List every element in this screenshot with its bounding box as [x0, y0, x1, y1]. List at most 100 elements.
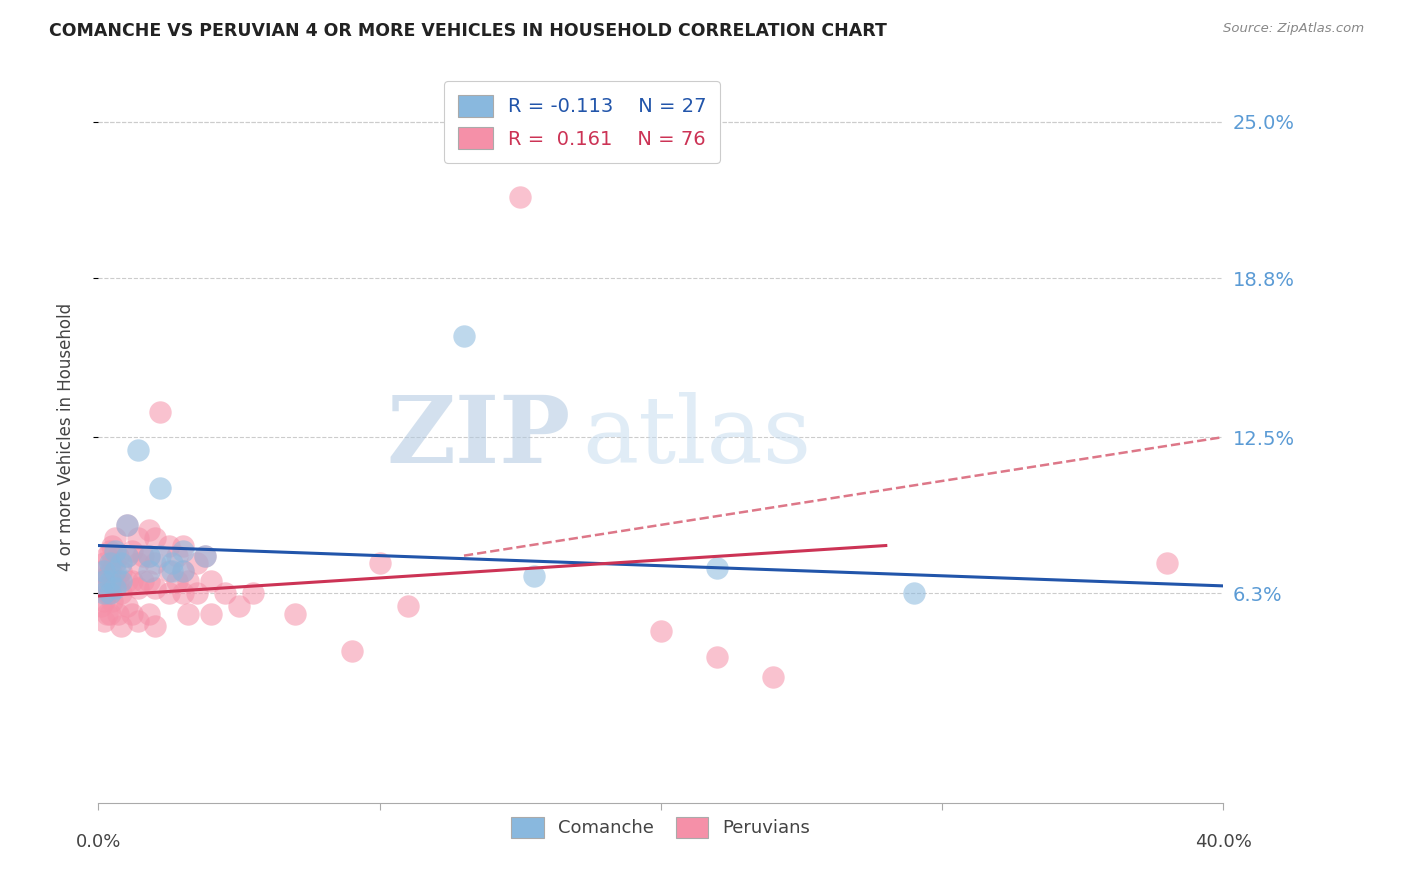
Point — [101, 574, 124, 588]
Text: COMANCHE VS PERUVIAN 4 OR MORE VEHICLES IN HOUSEHOLD CORRELATION CHART: COMANCHE VS PERUVIAN 4 OR MORE VEHICLES … — [49, 22, 887, 40]
Point — [104, 556, 127, 570]
Point — [104, 531, 127, 545]
Point — [127, 556, 149, 570]
Text: 0.0%: 0.0% — [76, 833, 121, 851]
Point — [157, 539, 180, 553]
Point — [200, 574, 222, 588]
Point — [396, 599, 419, 613]
Point — [98, 574, 121, 588]
Point — [98, 556, 121, 570]
Point — [127, 582, 149, 596]
Point — [214, 586, 236, 600]
Point — [93, 594, 115, 608]
Point — [368, 556, 391, 570]
Point — [172, 539, 194, 553]
Point — [121, 607, 143, 621]
Point — [115, 574, 138, 588]
Point — [101, 594, 124, 608]
Point — [110, 556, 132, 570]
Point — [127, 614, 149, 628]
Point — [110, 586, 132, 600]
Point — [93, 574, 115, 588]
Point — [138, 574, 160, 588]
Point — [228, 599, 250, 613]
Point — [138, 607, 160, 621]
Point — [160, 556, 183, 570]
Point — [121, 543, 143, 558]
Point — [143, 619, 166, 633]
Point — [194, 549, 217, 563]
Point — [242, 586, 264, 600]
Point — [90, 582, 112, 596]
Point — [177, 574, 200, 588]
Point — [104, 564, 127, 578]
Point — [115, 518, 138, 533]
Point — [194, 549, 217, 563]
Point — [172, 543, 194, 558]
Point — [149, 481, 172, 495]
Point — [138, 549, 160, 563]
Point — [1156, 556, 1178, 570]
Point — [177, 607, 200, 621]
Point — [110, 619, 132, 633]
Point — [706, 561, 728, 575]
Point — [186, 586, 208, 600]
Point — [132, 549, 155, 563]
Point — [172, 586, 194, 600]
Point — [101, 556, 124, 570]
Point — [166, 574, 188, 588]
Point — [132, 574, 155, 588]
Point — [762, 670, 785, 684]
Point — [127, 442, 149, 457]
Point — [160, 564, 183, 578]
Point — [115, 518, 138, 533]
Legend: Comanche, Peruvians: Comanche, Peruvians — [503, 810, 818, 845]
Point — [107, 574, 129, 588]
Point — [138, 524, 160, 538]
Point — [110, 564, 132, 578]
Point — [157, 586, 180, 600]
Point — [96, 586, 118, 600]
Point — [115, 549, 138, 563]
Text: Source: ZipAtlas.com: Source: ZipAtlas.com — [1223, 22, 1364, 36]
Point — [157, 564, 180, 578]
Text: 40.0%: 40.0% — [1195, 833, 1251, 851]
Point — [107, 549, 129, 563]
Point — [523, 569, 546, 583]
Point — [104, 543, 127, 558]
Point — [96, 569, 118, 583]
Point — [903, 586, 925, 600]
Point — [93, 564, 115, 578]
Point — [98, 607, 121, 621]
Point — [138, 549, 160, 563]
Point — [115, 549, 138, 563]
Point — [340, 644, 363, 658]
Point — [172, 564, 194, 578]
Point — [104, 582, 127, 596]
Point — [149, 549, 172, 563]
Point — [101, 539, 124, 553]
Point — [284, 607, 307, 621]
Point — [98, 586, 121, 600]
Point — [143, 556, 166, 570]
Point — [98, 586, 121, 600]
Point — [93, 556, 115, 570]
Point — [93, 614, 115, 628]
Point — [127, 531, 149, 545]
Point — [453, 329, 475, 343]
Text: ZIP: ZIP — [387, 392, 571, 482]
Point — [650, 624, 672, 639]
Point — [200, 607, 222, 621]
Point — [96, 549, 118, 563]
Point — [98, 543, 121, 558]
Point — [186, 556, 208, 570]
Point — [143, 531, 166, 545]
Point — [107, 607, 129, 621]
Point — [149, 405, 172, 419]
Point — [706, 649, 728, 664]
Point — [509, 190, 531, 204]
Point — [110, 574, 132, 588]
Point — [172, 564, 194, 578]
Point — [93, 574, 115, 588]
Point — [138, 564, 160, 578]
